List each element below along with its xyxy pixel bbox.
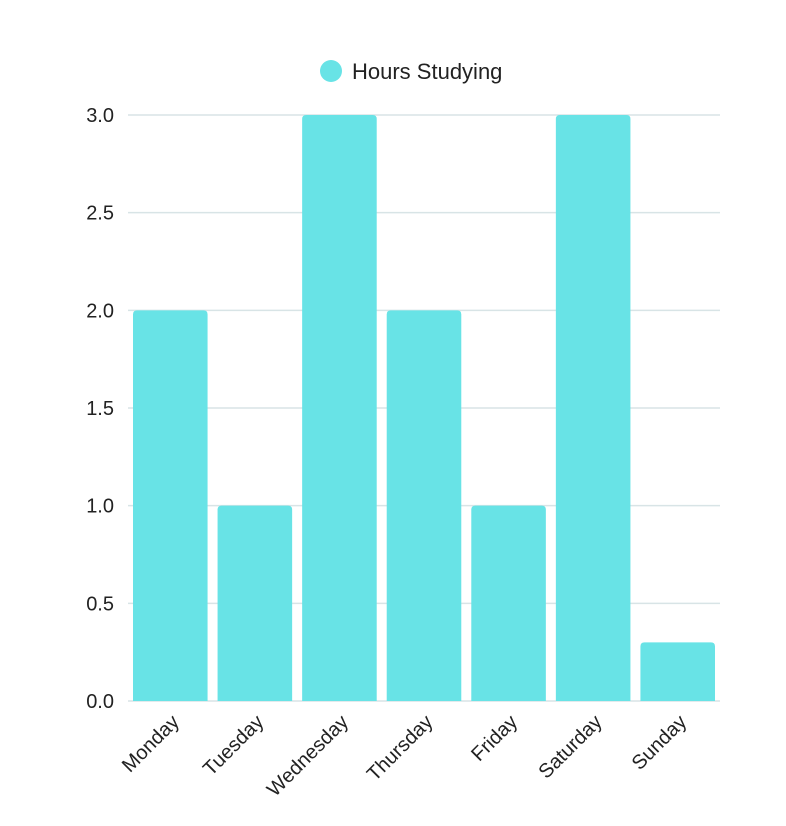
x-tick-label-wednesday: Wednesday [263,711,353,801]
x-tick-label-friday: Friday [467,711,522,766]
x-tick-label-sunday: Sunday [628,711,692,775]
bars [133,115,715,701]
legend-label-hours-studying: Hours Studying [352,59,502,84]
y-tick-label: 1.0 [86,496,114,518]
y-tick-label: 2.5 [86,203,114,225]
bar-saturday[interactable] [555,115,631,701]
x-tick-label-monday: Monday [118,711,184,777]
y-tick-label: 0.5 [86,593,114,615]
x-tick-label-tuesday: Tuesday [199,711,268,780]
y-axis: 0.0 0.5 1.0 1.5 2.0 2.5 3.0 [86,105,114,713]
bar-thursday[interactable] [386,310,462,701]
x-tick-label-thursday: Thursday [363,711,438,786]
y-tick-label: 2.0 [86,300,114,322]
y-tick-label: 3.0 [86,105,114,127]
bar-friday[interactable] [471,505,546,701]
bar-wednesday[interactable] [302,115,377,701]
bar-monday[interactable] [133,310,208,701]
bar-tuesday[interactable] [217,505,293,701]
bar-sunday[interactable] [640,642,715,701]
y-tick-label: 1.5 [86,398,114,420]
legend-swatch-hours-studying [320,60,342,82]
y-tick-label: 0.0 [86,691,114,713]
x-tick-label-saturday: Saturday [535,711,607,783]
legend: Hours Studying [320,59,502,84]
